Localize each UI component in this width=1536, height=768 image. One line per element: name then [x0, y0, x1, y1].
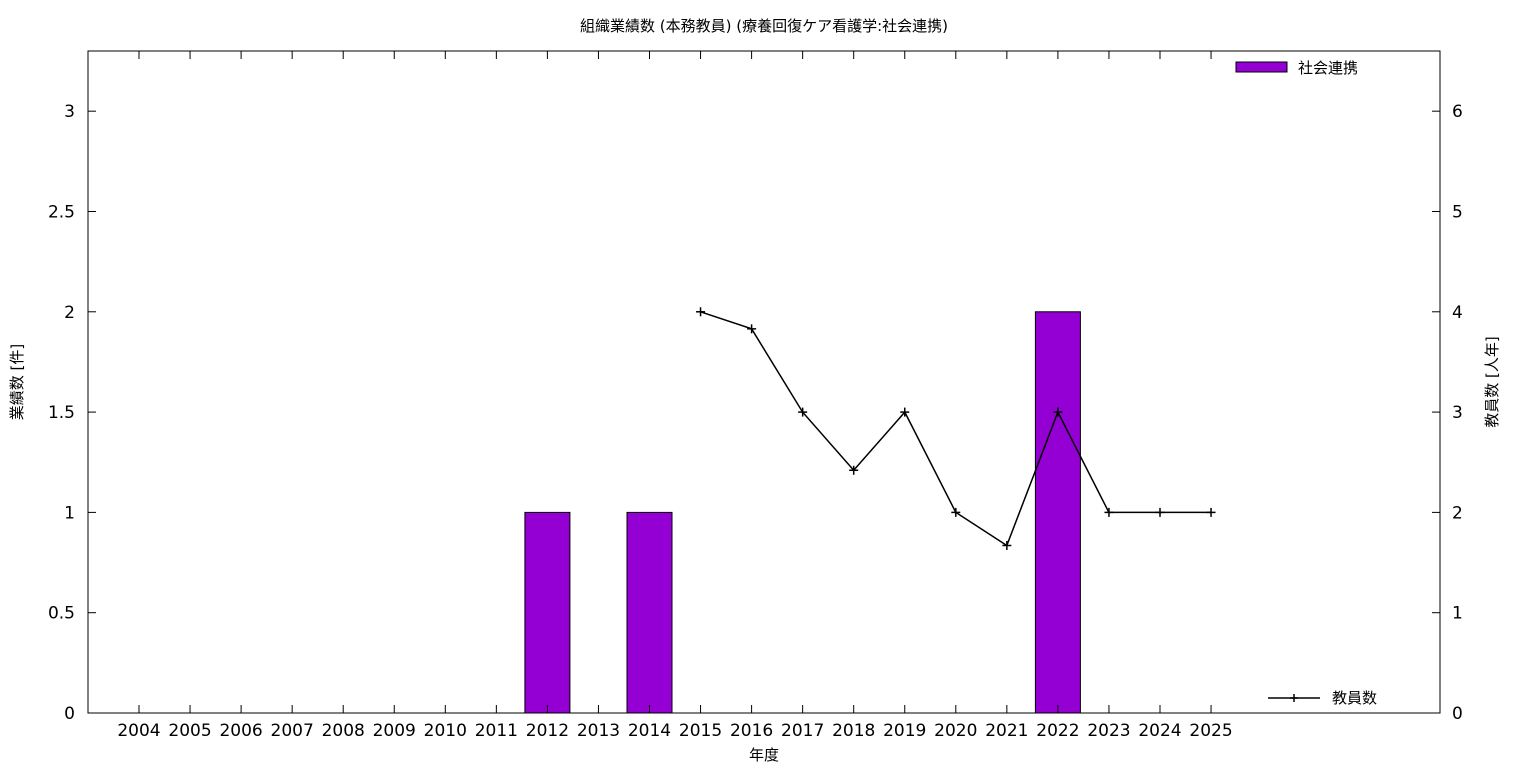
- line-layer: [696, 307, 1216, 550]
- left-axis: 0 0.5 1 1.5 2 2.5 3: [48, 102, 96, 724]
- faculty-point-2016: [747, 324, 757, 334]
- faculty-point-2019: [900, 407, 910, 417]
- right-tick-label: 2: [1452, 503, 1463, 523]
- faculty-point-2015: [696, 307, 706, 317]
- x-tick-label: 2015: [679, 721, 722, 741]
- x-tick-label: 2013: [577, 721, 620, 741]
- x-tick-label: 2006: [219, 721, 262, 741]
- x-tick-label: 2025: [1189, 721, 1232, 741]
- x-tick-label: 2007: [271, 721, 314, 741]
- x-tick-label: 2020: [934, 721, 977, 741]
- left-tick-label: 0.5: [48, 604, 75, 624]
- x-axis: 2004 2005 2006 2007 2008 2009 2010 2011 2012 2013…: [117, 51, 1233, 741]
- left-tick-label: 0: [64, 704, 75, 724]
- bar-2022: [1034, 311, 1081, 714]
- faculty-point-2020: [951, 507, 961, 517]
- faculty-point-2024: [1155, 507, 1165, 517]
- faculty-point-2025: [1206, 507, 1216, 517]
- bars-layer: [524, 311, 1081, 714]
- left-tick-label: 1.5: [48, 403, 75, 423]
- x-tick-label: 2017: [781, 721, 824, 741]
- x-tick-label: 2009: [373, 721, 416, 741]
- right-tick-label: 6: [1452, 102, 1463, 122]
- faculty-point-2017: [798, 407, 808, 417]
- chart-title: 組織業績数 (本務教員) (療養回復ケア看護学:社会連携): [580, 17, 948, 35]
- x-tick-label: 2014: [628, 721, 671, 741]
- legend-bar-swatch: [1235, 61, 1288, 73]
- x-tick-label: 2011: [475, 721, 518, 741]
- faculty-point-2022: [1053, 407, 1063, 417]
- legend-line-label: 教員数: [1332, 689, 1377, 707]
- x-tick-label: 2021: [985, 721, 1028, 741]
- x-tick-label: 2024: [1138, 721, 1181, 741]
- plot-frame: [87, 50, 1441, 714]
- bar-2014: [626, 511, 673, 714]
- right-tick-label: 1: [1452, 604, 1463, 624]
- bar-2012: [524, 511, 571, 714]
- x-tick-label: 2012: [526, 721, 569, 741]
- faculty-point-2021: [1002, 540, 1012, 550]
- x-tick-label: 2008: [322, 721, 365, 741]
- right-tick-label: 0: [1452, 704, 1463, 724]
- y-axis-right-label: 教員数 [人年]: [1483, 336, 1501, 427]
- legend-line: 教員数: [1268, 689, 1377, 707]
- right-tick-label: 3: [1452, 403, 1463, 423]
- right-axis: 0 1 2 3 4 5 6: [1432, 102, 1463, 724]
- x-tick-label: 2004: [117, 721, 160, 741]
- x-tick-label: 2019: [883, 721, 926, 741]
- left-tick-label: 1: [64, 503, 75, 523]
- legend-bar: 社会連携: [1235, 59, 1358, 77]
- x-tick-label: 2023: [1087, 721, 1130, 741]
- x-tick-label: 2010: [424, 721, 467, 741]
- x-tick-label: 2018: [832, 721, 875, 741]
- x-tick-label: 2016: [730, 721, 773, 741]
- faculty-point-2018: [849, 465, 859, 475]
- right-tick-label: 4: [1452, 303, 1463, 323]
- x-axis-label: 年度: [749, 746, 779, 764]
- faculty-point-2023: [1104, 507, 1114, 517]
- right-tick-label: 5: [1452, 202, 1463, 222]
- x-tick-label: 2022: [1036, 721, 1079, 741]
- x-tick-label: 2005: [168, 721, 211, 741]
- left-tick-label: 2: [64, 303, 75, 323]
- legend-bar-label: 社会連携: [1298, 59, 1358, 77]
- y-axis-left-label: 業績数 [件]: [8, 344, 26, 420]
- left-tick-label: 2.5: [48, 202, 75, 222]
- left-tick-label: 3: [64, 102, 75, 122]
